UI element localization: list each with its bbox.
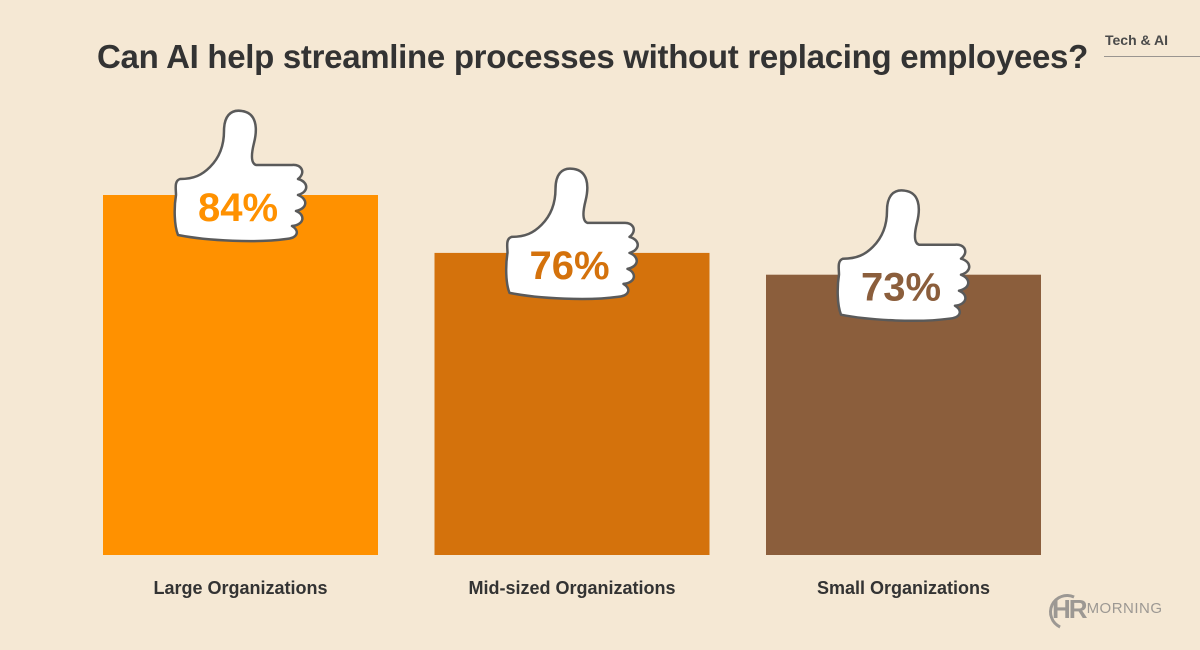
thumbs-up-shape: [504, 167, 639, 301]
category-label-3: Small Organizations: [817, 578, 990, 598]
thumbs-up-icon-1: 84%: [173, 109, 308, 243]
category-tag-underline: [1104, 56, 1200, 57]
thumbs-up-shape: [173, 109, 308, 243]
category-label-2: Mid-sized Organizations: [468, 578, 675, 598]
bars-group: [103, 195, 1041, 555]
logo-mark: HR: [1043, 588, 1091, 636]
value-label-3: 73%: [861, 266, 941, 310]
bar-1: [103, 195, 378, 555]
bar-2: [434, 252, 710, 555]
category-label-1: Large Organizations: [153, 578, 327, 598]
thumbs-up-icon-2: 76%: [504, 167, 639, 301]
thumbs-up-icon-3: 73%: [836, 189, 971, 323]
thumbs-up-shape: [836, 189, 971, 323]
category-tag[interactable]: Tech & AI: [1105, 32, 1169, 48]
value-label-2: 76%: [529, 244, 609, 288]
thumbs-group: 84% 76% 73%: [173, 109, 971, 323]
chart-title: Can AI help streamline processes without…: [97, 38, 1088, 75]
category-labels-group: Large Organizations Mid-sized Organizatio…: [153, 578, 990, 598]
hrmorning-logo[interactable]: HR MORNING: [1043, 588, 1163, 636]
logo-wordmark: MORNING: [1086, 600, 1163, 617]
value-label-1: 84%: [198, 186, 278, 230]
